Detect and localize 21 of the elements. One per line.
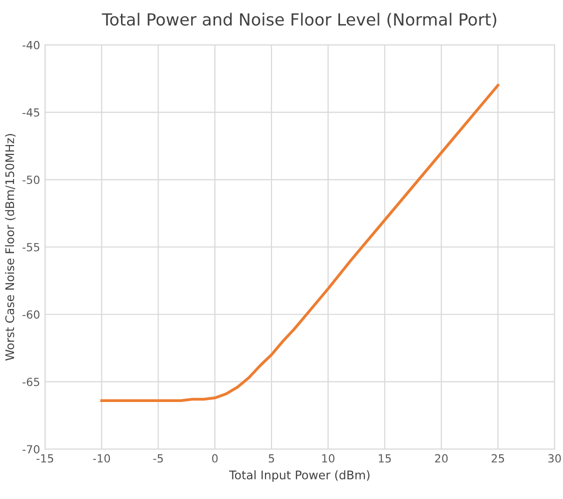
- y-tick-label: -40: [22, 40, 40, 50]
- x-tick-label: 10: [322, 454, 334, 463]
- x-tick-label: 5: [268, 454, 274, 463]
- x-tick-label: -15: [36, 454, 54, 463]
- y-tick-label: -55: [22, 243, 40, 252]
- x-tick-label: 15: [378, 454, 391, 463]
- x-tick-label: 25: [492, 454, 504, 463]
- y-tick-label: -65: [22, 378, 40, 386]
- x-tick-label: 30: [548, 454, 561, 463]
- x-tick-label: -10: [93, 454, 110, 463]
- y-tick-label: -50: [22, 176, 40, 184]
- y-tick-label: -45: [22, 108, 40, 117]
- x-axis-title: Total Input Power (dBm): [229, 470, 370, 482]
- line-series: [100, 84, 500, 402]
- y-axis-title: Worst Case Noise Floor (dBm/150MHz): [5, 134, 16, 361]
- x-tick-label: -5: [153, 454, 163, 463]
- x-tick-label: 20: [435, 454, 448, 463]
- chart-title: Total Power and Noise Floor Level (Normal Port): [102, 12, 496, 28]
- y-tick-label: -60: [22, 310, 40, 319]
- y-tick-label: -70: [22, 445, 40, 454]
- x-tick-label: 0: [212, 454, 218, 463]
